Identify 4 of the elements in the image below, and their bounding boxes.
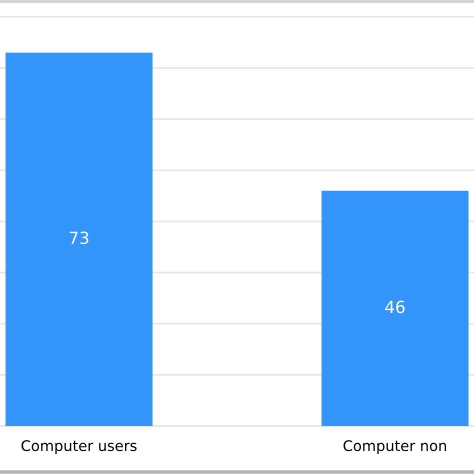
data-label: 73 — [70, 232, 88, 244]
x-tick-label: Computer users — [22, 440, 137, 454]
x-tick-label: Computer non — [344, 440, 446, 454]
data-label: 46 — [385, 300, 405, 314]
